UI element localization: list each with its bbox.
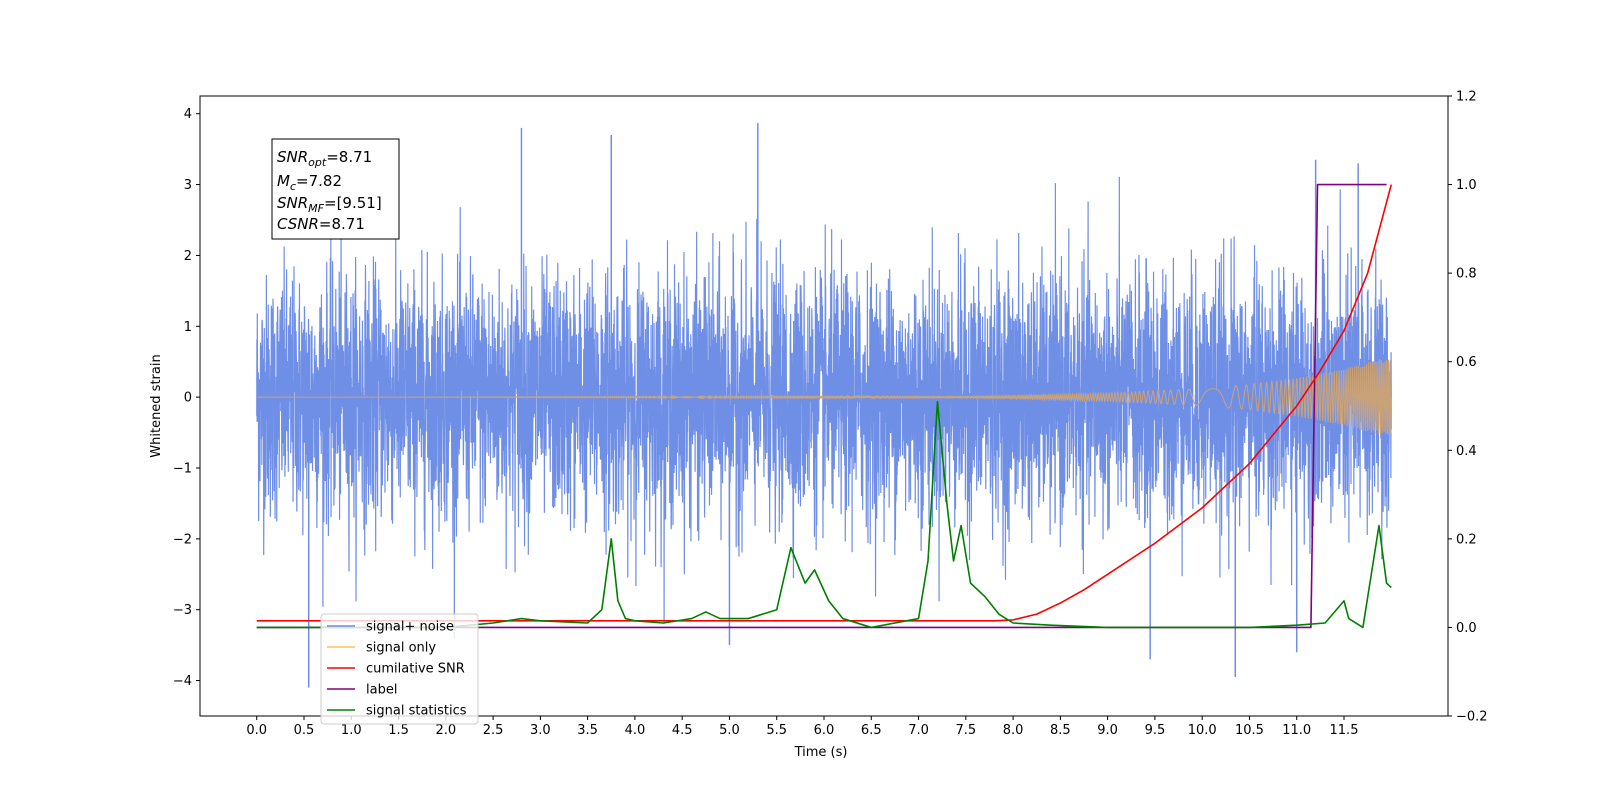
y-left-tick-label: 1	[184, 320, 192, 335]
x-tick-label: 6.5	[861, 723, 882, 738]
signal-noise-line	[256, 176, 1392, 639]
x-tick-label: 8.0	[1003, 723, 1024, 738]
snr-opt-value: =8.71	[326, 148, 372, 166]
x-tick-label: 4.5	[672, 723, 693, 738]
y-right-tick-label: 0.6	[1456, 355, 1477, 370]
x-tick-label: 9.0	[1097, 723, 1118, 738]
x-tick-label: 2.0	[435, 723, 456, 738]
x-axis: 0.0 0.5 1.0 1.5 2.0 2.5 3.0 3.5 4.0 4.5 5.0 5.5 6.0 6…	[246, 716, 1358, 738]
legend-label: signal only	[366, 641, 436, 656]
x-tick-label: 0.5	[294, 723, 315, 738]
csnr-value: =8.71	[319, 215, 365, 233]
x-axis-label: Time (s)	[794, 745, 848, 760]
snr-opt-label: SNR	[277, 148, 308, 166]
snr-mf-sub: MF	[308, 202, 324, 215]
snr-mf-value: =[9.51]	[324, 194, 382, 212]
y-right-tick-label: −0.2	[1456, 710, 1488, 725]
mc-sub: c	[290, 180, 296, 193]
y-left-tick-label: −3	[173, 603, 192, 618]
y-right-tick-label: 0.4	[1456, 444, 1477, 459]
y-right-tick-label: 0.2	[1456, 532, 1477, 547]
x-tick-label: 10.5	[1235, 723, 1264, 738]
snr-mf-label: SNR	[277, 194, 308, 212]
cumilative-snr-line	[256, 184, 1393, 622]
svg-text:SNRMF=[9.51]: SNRMF=[9.51]	[277, 194, 382, 215]
y-left-tick-label: 2	[184, 249, 192, 264]
x-tick-label: 7.0	[908, 723, 929, 738]
mc-label: M	[277, 172, 290, 190]
legend-label: signal+ noise	[366, 620, 454, 635]
x-tick-label: 0.0	[246, 723, 267, 738]
mc-value: =7.82	[296, 172, 342, 190]
x-tick-label: 6.0	[814, 723, 835, 738]
svg-text:CSNR=8.71: CSNR=8.71	[277, 215, 365, 233]
signal-statistics-line	[256, 400, 1392, 629]
legend-label: label	[366, 683, 397, 698]
y-axis-left: −4 −3 −2 −1 0 1 2 3 4	[173, 107, 200, 689]
x-tick-label: 2.5	[483, 723, 504, 738]
legend: signal+ noise signal only cumilative SNR la…	[320, 613, 479, 725]
x-tick-label: 5.5	[766, 723, 787, 738]
y-left-tick-label: −2	[173, 532, 192, 547]
signal-only-line	[256, 359, 1392, 435]
y-axis-right: −0.2 0.0 0.2 0.4 0.6 0.8 1.0 1.2	[1448, 90, 1488, 725]
legend-label: cumilative SNR	[366, 662, 465, 677]
legend-label: signal statistics	[366, 704, 467, 719]
x-tick-label: 1.0	[341, 723, 362, 738]
x-tick-label: 10.0	[1188, 723, 1217, 738]
y-left-tick-label: 3	[184, 178, 192, 193]
csnr-label: CSNR	[277, 215, 319, 233]
y-left-tick-label: −1	[173, 462, 192, 477]
x-tick-label: 1.5	[388, 723, 409, 738]
snr-opt-sub: opt	[308, 156, 327, 169]
x-tick-label: 7.5	[955, 723, 976, 738]
y-right-tick-label: 1.2	[1456, 90, 1477, 105]
x-tick-label: 9.5	[1145, 723, 1166, 738]
y-right-tick-label: 1.0	[1456, 178, 1477, 193]
stats-annotation: SNRopt=8.71 Mc=7.82 SNRMF=[9.51] CSNR=8.…	[271, 138, 400, 240]
x-tick-label: 3.0	[530, 723, 551, 738]
y-left-tick-label: 0	[184, 391, 192, 406]
svg-text:SNRopt=8.71: SNRopt=8.71	[277, 148, 372, 169]
y-right-tick-label: 0.0	[1456, 621, 1477, 636]
signal-only-series	[256, 359, 1392, 435]
svg-text:Mc=7.82: Mc=7.82	[277, 172, 342, 193]
y-left-tick-label: −4	[173, 674, 192, 689]
y-left-tick-label: 4	[184, 107, 192, 122]
x-tick-label: 4.0	[625, 723, 646, 738]
x-tick-label: 5.0	[719, 723, 740, 738]
x-tick-label: 3.5	[577, 723, 598, 738]
label-line	[256, 183, 1387, 629]
x-tick-label: 11.5	[1330, 723, 1359, 738]
y-right-tick-label: 0.8	[1456, 267, 1477, 282]
x-tick-label: 11.0	[1282, 723, 1311, 738]
y-axis-label: Whitened strain	[149, 354, 164, 457]
x-tick-label: 8.5	[1050, 723, 1071, 738]
